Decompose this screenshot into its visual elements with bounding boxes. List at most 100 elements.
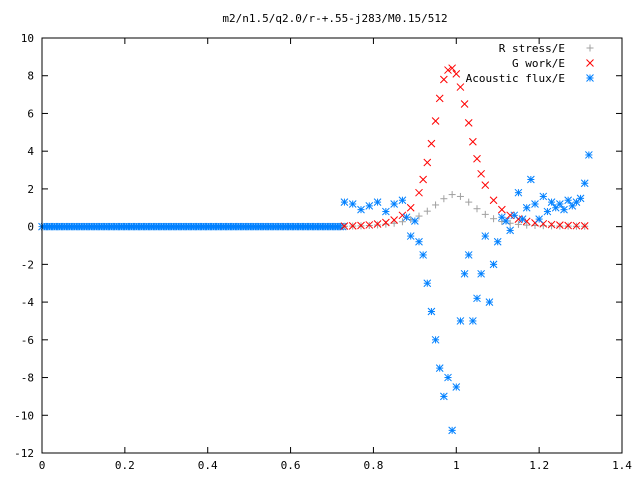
r-stress-point [448,191,456,199]
r-stress-point [415,212,423,220]
chart-title: m2/n1.5/q2.0/r-+.55-j283/M0.15/512 [222,12,447,25]
g-work-point [477,169,485,178]
y-tick-label: -2 [21,258,34,271]
axis-ticks: 0 0.2 0.4 0.6 0.8 1 1.2 1.4 10 8 6 4 2 0 -2 -4 -6 -8 -10 -1… [14,32,632,472]
g-work-point [460,100,469,108]
x-tick-label: 1.2 [529,459,549,472]
acoustic-flux-point [398,196,407,205]
acoustic-flux-point [373,198,382,206]
r-stress-point [398,218,406,226]
y-tick-label: -8 [21,372,34,385]
acoustic-flux-point [580,179,589,188]
g-work-point [435,94,444,103]
x-tick-label: 1.4 [612,459,632,472]
y-tick-label: 6 [27,107,34,120]
r-stress-point [374,221,382,229]
r-stress-point [556,222,564,230]
acoustic-flux-point [427,307,436,316]
g-work-point [580,222,589,230]
legend-label: G work/E [512,57,565,70]
acoustic-flux-point [510,211,519,220]
y-tick-label: -10 [14,409,34,422]
x-tick-label: 0.2 [115,459,135,472]
g-work-point [448,64,456,73]
g-work-point [473,154,481,163]
acoustic-flux-point [564,196,572,205]
r-stress-point [423,207,431,215]
g-work-point [365,221,374,229]
x-tick-label: 1 [453,459,460,472]
acoustic-flux-point [556,200,564,208]
r-stress-point [514,220,522,228]
g-work-point [340,222,349,230]
acoustic-flux-point [390,200,398,208]
g-work-point [481,181,490,189]
series-2 [340,151,593,435]
g-work-point [498,205,506,214]
y-tick-label: 8 [27,70,34,83]
r-stress-point [473,205,481,213]
g-work-point [456,83,465,91]
acoustic-flux-point [585,151,593,159]
acoustic-flux-point [435,364,444,372]
acoustic-flux-point [560,205,568,214]
y-tick-label: 0 [27,221,34,234]
g-work-point [423,158,432,167]
g-work-point [440,75,448,84]
r-stress-point [490,215,498,223]
r-stress-point [382,220,390,228]
plot-frame [41,37,623,454]
y-tick-label: 4 [27,145,34,158]
acoustic-flux-point [348,200,357,208]
g-work-point [406,203,415,212]
acoustic-flux-point [506,226,514,235]
g-work-point [547,220,556,229]
g-work-point [348,222,357,230]
acoustic-flux-point [493,237,502,246]
acoustic-flux-point [469,317,477,325]
series-1 [340,64,589,230]
acoustic-flux-point [514,188,523,197]
acoustic-flux-point [531,200,539,208]
r-stress-point [481,210,489,218]
r-stress-point [548,222,556,230]
acoustic-flux-point [431,335,440,344]
x-tick-label: 0 [39,459,46,472]
acoustic-flux-point [576,194,585,203]
g-work-point [564,221,572,230]
g-work-point [390,216,398,224]
g-work-point [469,137,477,146]
g-work-point [464,119,473,127]
x-tick-label: 0.6 [281,459,301,472]
acoustic-flux-baseline [38,222,347,231]
acoustic-flux-point [543,207,552,216]
acoustic-flux-point [357,205,365,214]
acoustic-flux-point [456,317,465,325]
acoustic-flux-point [448,426,456,435]
plot-area [38,64,593,435]
acoustic-flux-point [572,198,581,206]
acoustic-flux-point [481,232,490,240]
legend-marker [586,74,594,82]
y-tick-label: -6 [21,334,34,347]
acoustic-flux-point [382,207,390,216]
acoustic-flux-point [365,202,374,210]
r-stress-point [390,219,398,227]
acoustic-flux-point [452,383,461,391]
g-work-point [357,221,365,230]
y-tick-label: 2 [27,183,34,196]
acoustic-flux-point [527,175,535,184]
g-work-point [556,221,564,229]
acoustic-flux-point [539,192,548,201]
x-tick-label: 0.8 [363,459,383,472]
g-work-point [431,117,440,125]
acoustic-flux-point [419,251,427,259]
acoustic-flux-point [522,203,531,212]
acoustic-flux-point [489,260,498,269]
r-stress-point [456,192,464,200]
acoustic-flux-point [485,298,494,306]
acoustic-flux-point [444,373,452,382]
g-work-point [444,66,452,74]
g-work-point [572,221,581,230]
r-stress-point [523,221,531,229]
